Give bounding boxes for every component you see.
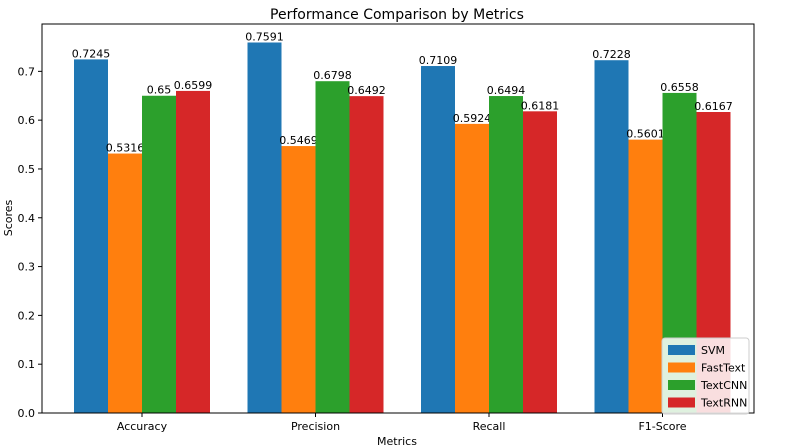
y-axis-label: Scores <box>2 199 15 236</box>
y-tick-label: 0.3 <box>18 261 36 274</box>
y-tick-label: 0.5 <box>18 163 36 176</box>
y-tick-label: 0.4 <box>18 212 36 225</box>
bar-fasttext-f1-score <box>628 139 663 413</box>
legend: SVM FastText TextCNN TextRNN <box>661 337 750 415</box>
y-tick-label: 0.1 <box>18 358 36 371</box>
legend-label: FastText <box>701 362 746 375</box>
bar-svm-precision <box>247 42 282 414</box>
data-label: 0.5469 <box>279 134 318 147</box>
data-label: 0.6558 <box>660 81 699 94</box>
data-label: 0.5601 <box>626 128 665 141</box>
chart-title: Performance Comparison by Metrics <box>270 7 524 23</box>
bar-textcnn-accuracy <box>142 95 176 413</box>
data-label: 0.5924 <box>453 112 492 125</box>
legend-box <box>661 337 750 415</box>
legend-label: TextRNN <box>700 397 747 410</box>
bar-textrnn-recall <box>523 111 557 413</box>
bar-fasttext-precision <box>281 146 316 413</box>
data-label: 0.6599 <box>174 79 213 92</box>
legend-label: SVM <box>701 344 725 357</box>
y-tick-label: 0.6 <box>18 114 36 127</box>
bar-svm-recall <box>421 66 455 413</box>
x-tick-label: Accuracy <box>117 420 168 433</box>
x-tick-label: F1-Score <box>638 420 686 433</box>
data-label: 0.6181 <box>521 99 560 112</box>
data-label: 0.7228 <box>592 48 631 61</box>
bar-fasttext-accuracy <box>108 153 142 414</box>
data-label: 0.7245 <box>72 47 111 60</box>
data-label: 0.6167 <box>694 100 733 113</box>
bar-textrnn-accuracy <box>176 90 210 414</box>
y-tick-label: 0.7 <box>18 65 36 78</box>
data-label: 0.6494 <box>487 84 526 97</box>
data-label: 0.65 <box>147 84 172 97</box>
bar-svm-f1-score <box>594 60 629 414</box>
bar-svm-accuracy <box>74 59 108 413</box>
bar-textcnn-recall <box>489 96 523 413</box>
legend-swatch-textrnn <box>668 397 695 408</box>
plot-frame <box>41 23 755 414</box>
bar-fasttext-recall <box>455 123 489 413</box>
data-label: 0.7591 <box>245 30 284 43</box>
plot-area: 0.0 0.1 0.2 0.3 0.4 0.5 0.6 0.7 0.7245 0.5316 0.65… <box>18 30 733 433</box>
legend-swatch-fasttext <box>668 362 695 373</box>
x-tick-label: Recall <box>473 420 506 433</box>
legend-label: TextCNN <box>700 379 747 392</box>
x-tick-label: Precision <box>291 420 340 433</box>
y-tick-label: 0.2 <box>18 309 36 322</box>
data-label: 0.6492 <box>347 84 386 97</box>
bar-textcnn-precision <box>315 81 350 414</box>
x-axis-label: Metrics <box>377 435 417 448</box>
legend-swatch-svm <box>668 345 695 355</box>
y-tick-label: 0.0 <box>18 407 36 420</box>
bar-textrnn-precision <box>349 96 384 413</box>
data-label: 0.6798 <box>313 69 352 82</box>
data-label: 0.5316 <box>106 142 145 155</box>
data-label: 0.7109 <box>419 54 458 67</box>
legend-swatch-textcnn <box>668 380 695 390</box>
